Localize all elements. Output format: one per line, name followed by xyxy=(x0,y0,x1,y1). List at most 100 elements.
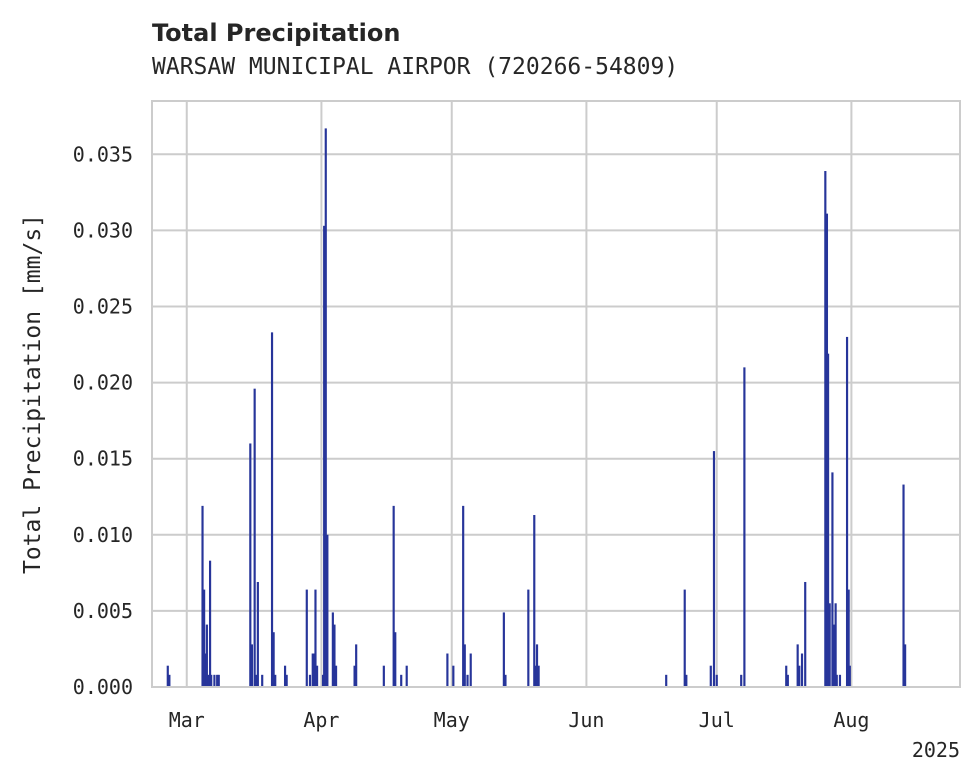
precipitation-bar xyxy=(203,589,206,687)
precipitation-bar xyxy=(382,665,385,687)
precipitation-bar xyxy=(270,332,274,687)
precipitation-bar xyxy=(786,674,789,687)
precipitation-bar xyxy=(213,674,216,687)
precipitation-bar xyxy=(333,624,336,687)
bars xyxy=(166,128,907,687)
precipitation-bar xyxy=(255,674,258,687)
y-tick-label: 0.005 xyxy=(73,599,133,623)
precipitation-bar xyxy=(308,674,312,687)
precipitation-bar xyxy=(285,674,288,687)
precipitation-bar xyxy=(274,674,277,687)
precipitation-bar xyxy=(466,674,469,687)
precipitation-bar xyxy=(824,171,827,687)
precipitation-bar xyxy=(331,612,334,687)
precipitation-bar xyxy=(210,674,213,687)
x-tick-label: Mar xyxy=(169,708,205,732)
x-tick-label: May xyxy=(434,708,470,732)
precipitation-bar xyxy=(902,484,905,687)
precipitation-bar xyxy=(446,653,449,687)
y-tick-label: 0.025 xyxy=(73,294,133,318)
x-tick-label: Jun xyxy=(568,708,604,732)
y-axis-ticks: 0.000 0.005 0.010 0.015 0.020 0.025 0.030 0.035 xyxy=(73,142,133,699)
precipitation-bar xyxy=(831,472,834,687)
precipitation-bar xyxy=(826,353,830,687)
plot-frame xyxy=(151,100,961,688)
precipitation-bar xyxy=(311,653,314,687)
precipitation-bar xyxy=(838,674,842,687)
precipitation-bar xyxy=(835,674,838,687)
precipitation-bar xyxy=(828,603,831,687)
precipitation-bar xyxy=(323,225,326,687)
y-axis-label: Total Precipitation [mm/s] xyxy=(20,214,46,574)
precipitation-bar xyxy=(400,674,403,687)
precipitation-bar xyxy=(848,665,851,687)
precipitation-bar xyxy=(207,674,210,687)
precipitation-bar xyxy=(313,653,316,687)
grid xyxy=(152,101,960,688)
precipitation-bar xyxy=(504,674,507,687)
precipitation-bar xyxy=(665,674,668,687)
precipitation-bar xyxy=(845,336,849,687)
precipitation-bar xyxy=(683,589,686,687)
precipitation-bar xyxy=(534,665,537,687)
precipitation-bar xyxy=(204,653,207,687)
precipitation-bar xyxy=(832,624,836,687)
y-tick-label: 0.010 xyxy=(73,523,133,547)
precipitation-bar xyxy=(261,674,264,687)
precipitation-bar xyxy=(527,589,530,687)
precipitation-bar xyxy=(208,560,212,687)
precipitation-bar xyxy=(314,589,317,687)
precipitation-bar xyxy=(469,653,472,687)
y-tick-label: 0.035 xyxy=(73,142,133,166)
y-tick-label: 0.015 xyxy=(73,447,133,471)
precipitation-bar xyxy=(168,674,171,687)
precipitation-bar xyxy=(463,644,466,687)
precipitation-bar xyxy=(315,665,319,687)
precipitation-bar xyxy=(250,644,253,687)
x-tick-label: Jul xyxy=(699,708,735,732)
precipitation-bar xyxy=(904,644,907,687)
precipitation-bar xyxy=(847,589,850,687)
precipitation-bar xyxy=(205,624,208,687)
precipitation-bar xyxy=(740,674,743,687)
precipitation-bar xyxy=(334,665,338,687)
precipitation-bar xyxy=(253,388,256,687)
precipitation-bar xyxy=(272,632,275,687)
precipitation-bar xyxy=(800,653,804,687)
chart-subtitle: WARSAW MUNICIPAL AIRPOR (720266-54809) xyxy=(152,54,678,80)
precipitation-bar xyxy=(709,665,712,687)
y-tick-label: 0.000 xyxy=(73,675,133,699)
precipitation-bar xyxy=(715,674,718,687)
x-tick-label: Aug xyxy=(833,708,869,732)
precipitation-bar xyxy=(256,581,259,687)
precipitation-bar xyxy=(217,674,220,687)
precipitation-bar xyxy=(452,665,455,687)
precipitation-bar xyxy=(355,644,358,687)
precipitation-bar xyxy=(392,505,395,687)
precipitation-bar xyxy=(305,589,308,687)
precipitation-bar xyxy=(326,534,329,687)
precipitation-bar xyxy=(537,665,540,687)
precipitation-bar xyxy=(283,665,287,687)
precipitation-bar xyxy=(462,505,465,687)
precipitation-bar xyxy=(321,674,325,687)
precipitation-bar xyxy=(201,505,204,687)
precipitation-bar xyxy=(712,451,716,687)
x-axis-ticks: Mar Apr May Jun Jul Aug xyxy=(169,708,870,732)
precipitation-bar xyxy=(353,665,356,687)
precipitation-bar xyxy=(825,213,829,687)
precipitation-bar xyxy=(798,665,801,687)
precipitation-bar xyxy=(324,128,327,687)
x-tick-label: Apr xyxy=(303,708,339,732)
precipitation-bar xyxy=(834,603,837,687)
precipitation-bar xyxy=(743,367,746,687)
precipitation-bar xyxy=(216,674,219,687)
y-tick-label: 0.030 xyxy=(73,218,133,242)
chart-title: Total Precipitation xyxy=(152,19,400,47)
y-tick-label: 0.020 xyxy=(73,371,133,395)
precipitation-bar xyxy=(394,632,397,687)
precipitation-bar xyxy=(249,443,252,687)
precipitation-bar xyxy=(502,612,505,687)
precipitation-bar xyxy=(533,515,536,687)
